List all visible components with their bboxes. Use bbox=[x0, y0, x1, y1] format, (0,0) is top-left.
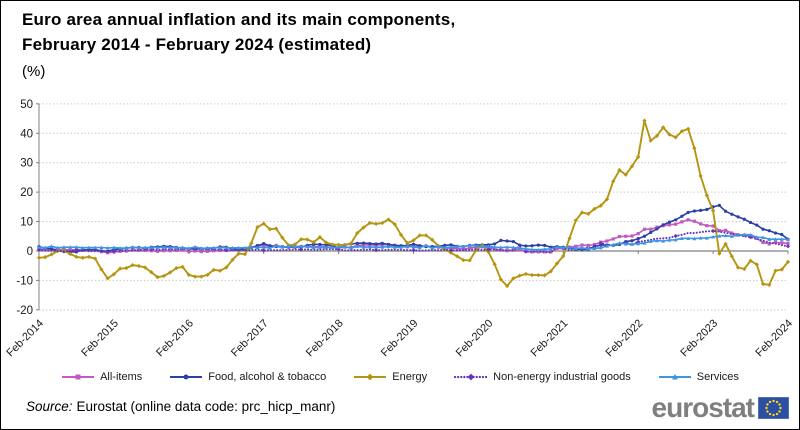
services-line-swatch-icon bbox=[658, 373, 691, 380]
legend-label: Food, alcohol & tobacco bbox=[208, 371, 327, 383]
svg-text:Feb-2021: Feb-2021 bbox=[529, 317, 571, 359]
legend-item-non-energy-industrial-goods: Non-energy industrial goods bbox=[454, 371, 631, 383]
legend-label: All-items bbox=[100, 371, 143, 383]
svg-text:Feb-2024: Feb-2024 bbox=[753, 317, 795, 359]
title-block: Euro area annual inflation and its main … bbox=[22, 7, 455, 80]
legend-item-food-alcohol-tobacco: Food, alcohol & tobacco bbox=[169, 371, 326, 383]
svg-text:Feb-2015: Feb-2015 bbox=[79, 317, 121, 359]
food-line-swatch-icon bbox=[170, 374, 203, 380]
chart-title-line1: Euro area annual inflation and its main … bbox=[22, 10, 456, 29]
svg-text:Feb-2020: Feb-2020 bbox=[454, 317, 496, 359]
svg-text:-20: -20 bbox=[16, 305, 33, 317]
legend-label: Non-energy industrial goods bbox=[493, 371, 631, 383]
chart-title-line2: February 2014 - February 2024 (estimated… bbox=[22, 35, 372, 54]
all-items-line-swatch-icon bbox=[62, 374, 95, 380]
eu-flag-icon bbox=[758, 397, 789, 419]
svg-text:Feb-2016: Feb-2016 bbox=[154, 317, 196, 359]
legend-label: Services bbox=[696, 371, 739, 383]
unit-label: (%) bbox=[22, 63, 46, 80]
source-note: Source: Eurostat (online data code: prc_h… bbox=[26, 399, 335, 414]
legend-label: Energy bbox=[392, 371, 428, 383]
legend: All-items Food, alcohol & tobacco Energy… bbox=[1, 367, 799, 387]
svg-text:Feb-2018: Feb-2018 bbox=[304, 317, 346, 359]
svg-text:-10: -10 bbox=[16, 275, 33, 287]
svg-text:Feb-2014: Feb-2014 bbox=[4, 317, 46, 359]
svg-text:Feb-2022: Feb-2022 bbox=[604, 317, 646, 359]
svg-text:10: 10 bbox=[20, 217, 33, 229]
source-prefix: Source: bbox=[26, 399, 73, 414]
neig-line-swatch-icon bbox=[454, 373, 489, 381]
eurostat-logo-text: eurostat bbox=[651, 392, 755, 423]
legend-item-energy: Energy bbox=[353, 371, 427, 383]
eurostat-logo: eurostat bbox=[652, 392, 789, 424]
legend-item-services: Services bbox=[658, 371, 739, 383]
legend-item-all-items: All-items bbox=[61, 371, 142, 383]
svg-text:Feb-2023: Feb-2023 bbox=[678, 317, 720, 359]
svg-text:30: 30 bbox=[20, 158, 33, 170]
svg-text:20: 20 bbox=[20, 187, 33, 199]
svg-text:0: 0 bbox=[27, 246, 33, 258]
svg-text:40: 40 bbox=[20, 128, 33, 140]
svg-text:50: 50 bbox=[20, 99, 33, 111]
energy-line-swatch-icon bbox=[354, 373, 387, 381]
source-text: Eurostat (online data code: prc_hicp_man… bbox=[76, 399, 336, 414]
svg-text:Feb-2017: Feb-2017 bbox=[229, 317, 271, 359]
svg-text:Feb-2019: Feb-2019 bbox=[379, 317, 421, 359]
